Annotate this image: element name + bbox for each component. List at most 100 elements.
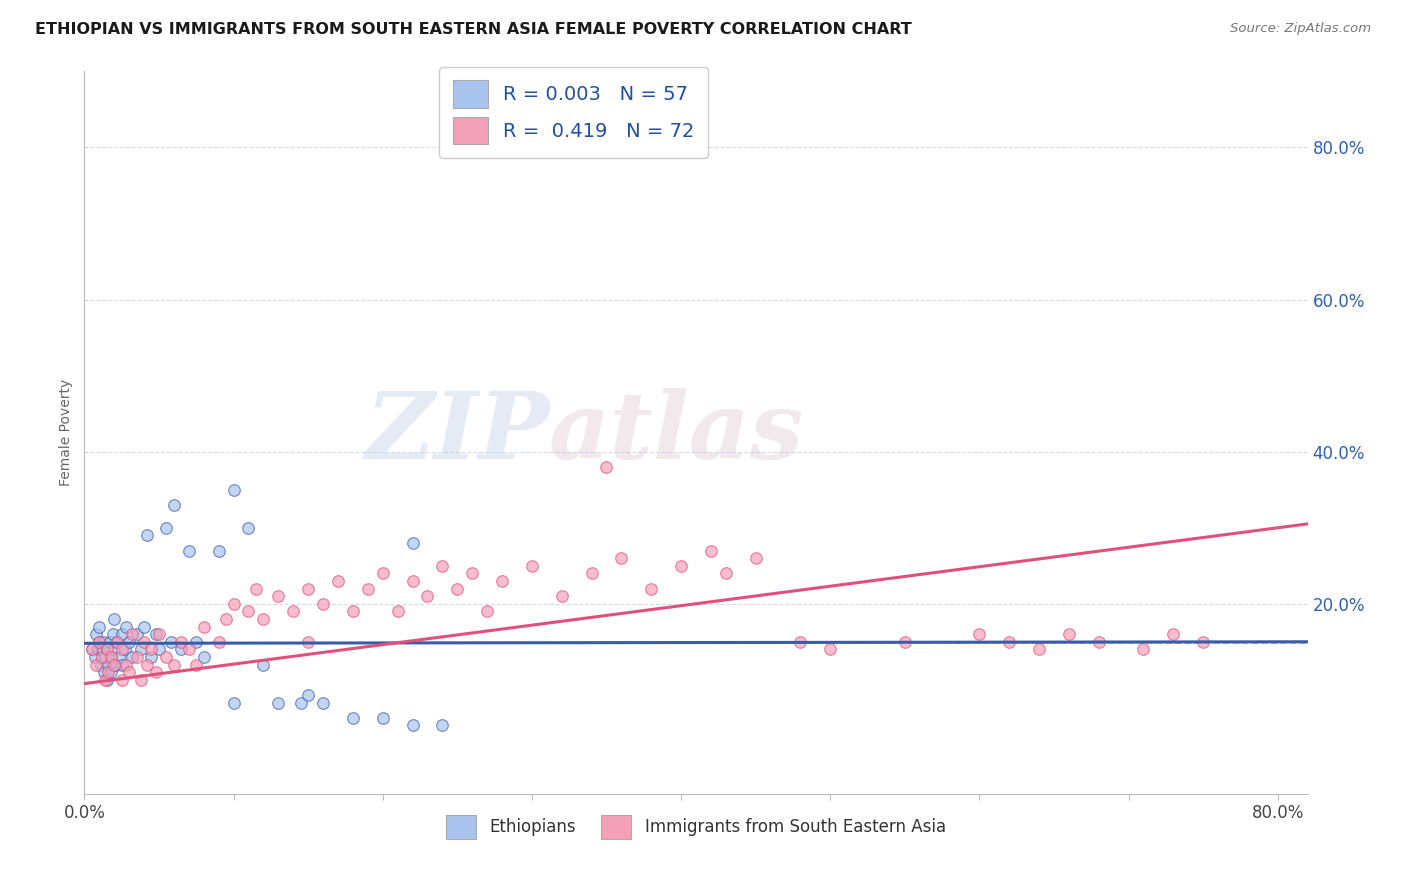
Point <box>104 657 127 672</box>
Point <box>401 574 423 588</box>
Point <box>1057 627 1080 641</box>
Point <box>105 634 128 648</box>
Point <box>998 634 1021 648</box>
Point <box>371 566 394 581</box>
Y-axis label: Female Poverty: Female Poverty <box>59 379 73 486</box>
Point <box>170 642 193 657</box>
Point <box>238 604 260 618</box>
Point <box>145 627 167 641</box>
Point <box>446 582 468 596</box>
Point <box>163 498 186 512</box>
Point <box>1192 634 1215 648</box>
Text: ETHIOPIAN VS IMMIGRANTS FROM SOUTH EASTERN ASIA FEMALE POVERTY CORRELATION CHART: ETHIOPIAN VS IMMIGRANTS FROM SOUTH EASTE… <box>35 22 912 37</box>
Legend: Ethiopians, Immigrants from South Eastern Asia: Ethiopians, Immigrants from South Easter… <box>434 804 957 851</box>
Point <box>491 574 513 588</box>
Point <box>125 650 148 665</box>
Point <box>115 619 138 633</box>
Point <box>93 665 115 680</box>
Point <box>101 627 124 641</box>
Point <box>90 657 112 672</box>
Point <box>80 642 103 657</box>
Point <box>1132 642 1154 657</box>
Point <box>103 657 125 672</box>
Point <box>94 673 117 687</box>
Point <box>581 566 603 581</box>
Point <box>93 634 115 648</box>
Point <box>401 718 423 732</box>
Point <box>94 650 117 665</box>
Point <box>177 642 200 657</box>
Point <box>96 673 118 687</box>
Point <box>267 589 290 603</box>
Point <box>669 558 692 573</box>
Point <box>125 627 148 641</box>
Point <box>105 634 128 648</box>
Point <box>551 589 574 603</box>
Point <box>111 627 134 641</box>
Point <box>342 604 364 618</box>
Point <box>83 650 105 665</box>
Point <box>193 619 215 633</box>
Point <box>132 634 155 648</box>
Point <box>148 642 170 657</box>
Point <box>111 642 134 657</box>
Point <box>170 634 193 648</box>
Point <box>155 521 177 535</box>
Point <box>894 634 917 648</box>
Point <box>155 650 177 665</box>
Point <box>115 657 138 672</box>
Point <box>89 634 111 648</box>
Point <box>129 673 152 687</box>
Point <box>432 558 454 573</box>
Point <box>297 688 319 702</box>
Point <box>387 604 409 618</box>
Point <box>595 459 617 474</box>
Point <box>252 657 274 672</box>
Point <box>207 543 229 558</box>
Point <box>252 612 274 626</box>
Point <box>80 642 103 657</box>
Point <box>97 665 120 680</box>
Point <box>416 589 439 603</box>
Point <box>186 634 208 648</box>
Point <box>222 696 245 710</box>
Point <box>222 483 245 497</box>
Point <box>132 619 155 633</box>
Point <box>1163 627 1185 641</box>
Point <box>475 604 498 618</box>
Point <box>640 582 662 596</box>
Point <box>789 634 811 648</box>
Point <box>267 696 290 710</box>
Point <box>98 634 121 648</box>
Point <box>342 711 364 725</box>
Point <box>969 627 991 641</box>
Point <box>96 642 118 657</box>
Point <box>136 528 159 542</box>
Point <box>186 657 208 672</box>
Point <box>700 543 723 558</box>
Point <box>401 536 423 550</box>
Text: Source: ZipAtlas.com: Source: ZipAtlas.com <box>1230 22 1371 36</box>
Point <box>100 650 122 665</box>
Point <box>610 551 633 566</box>
Point <box>744 551 766 566</box>
Point <box>84 657 107 672</box>
Point <box>357 582 380 596</box>
Point <box>141 642 163 657</box>
Point <box>326 574 349 588</box>
Point <box>141 650 163 665</box>
Point <box>193 650 215 665</box>
Point <box>1028 642 1050 657</box>
Point <box>91 650 114 665</box>
Point <box>222 597 245 611</box>
Point <box>100 650 122 665</box>
Point <box>297 634 319 648</box>
Point <box>84 627 107 641</box>
Point <box>520 558 543 573</box>
Point <box>207 634 229 648</box>
Point <box>818 642 841 657</box>
Point <box>96 642 118 657</box>
Point <box>97 657 120 672</box>
Point <box>283 604 305 618</box>
Point <box>371 711 394 725</box>
